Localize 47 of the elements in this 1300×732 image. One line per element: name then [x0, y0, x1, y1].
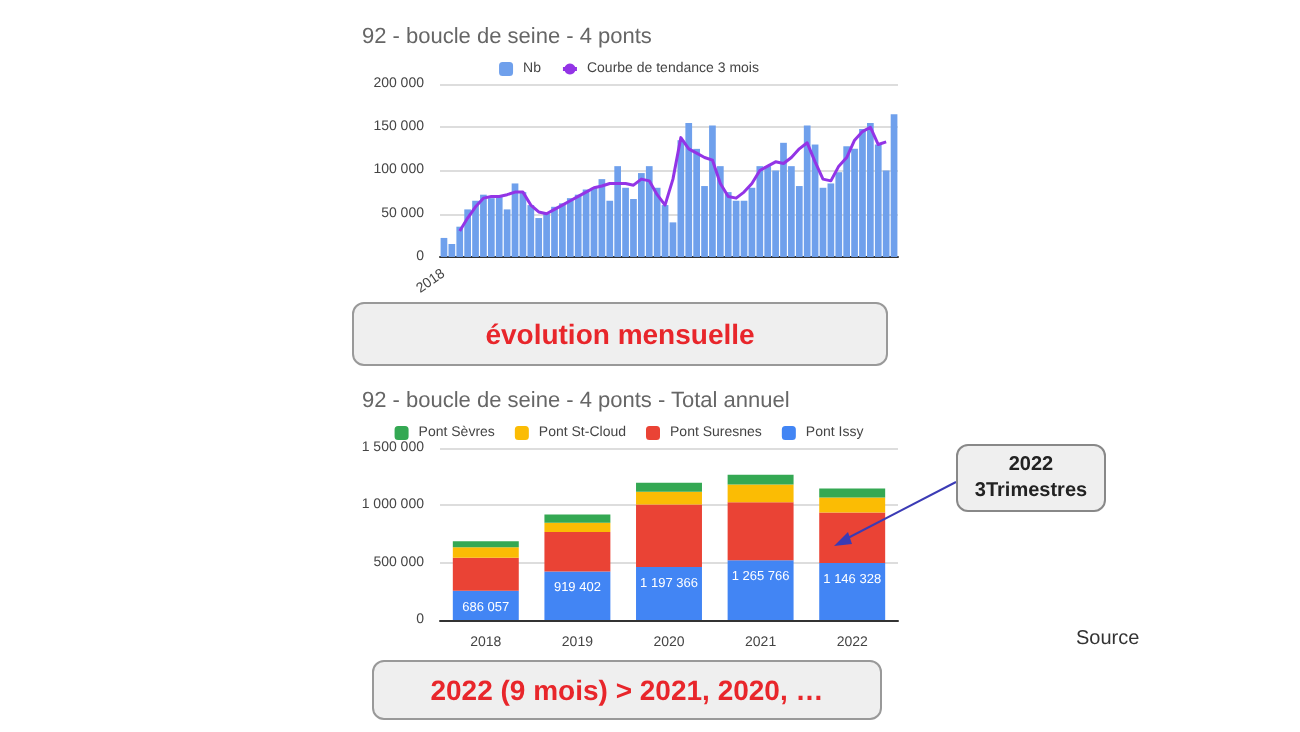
bar	[764, 166, 772, 257]
bar	[544, 514, 611, 523]
bar	[819, 497, 886, 513]
text: évolution mensuelle	[352, 302, 888, 366]
bar	[559, 203, 566, 257]
bar	[727, 484, 794, 503]
bar	[709, 125, 716, 257]
bar	[645, 166, 653, 257]
bar	[636, 566, 702, 620]
chart-title: 92 - boucle de seine - 4 ponts - Total annuel	[362, 389, 790, 413]
bar	[890, 114, 898, 257]
bar	[843, 146, 851, 257]
bar	[727, 474, 794, 485]
bar	[544, 571, 611, 620]
bar	[727, 502, 794, 561]
bar	[544, 531, 611, 572]
bar	[756, 166, 764, 257]
bar	[780, 142, 787, 257]
bar	[803, 125, 811, 257]
bar	[495, 196, 503, 257]
bar	[452, 557, 519, 591]
line-series	[458, 125, 888, 233]
bar	[859, 128, 866, 257]
bar	[543, 213, 550, 257]
bar	[819, 512, 886, 564]
bar	[636, 491, 702, 505]
chart-title: 92 - boucle de seine - 4 ponts	[362, 25, 653, 49]
bar	[452, 547, 519, 558]
bar	[487, 198, 495, 257]
bar	[614, 166, 622, 257]
bar	[685, 122, 693, 257]
text: 2022 3Trimestres	[956, 444, 1106, 512]
bar	[636, 482, 702, 492]
bar	[551, 206, 558, 257]
text: Source	[1076, 625, 1142, 652]
bar	[566, 198, 574, 257]
bar	[574, 194, 582, 257]
bar	[472, 200, 479, 257]
bar	[638, 173, 645, 257]
bar	[727, 560, 794, 620]
text: 2022 (9 mois) > 2021, 2020, …	[372, 660, 882, 720]
bar	[480, 194, 487, 257]
bar	[819, 563, 886, 620]
bar	[452, 541, 519, 548]
bar	[636, 504, 702, 567]
bar	[544, 522, 611, 532]
bar	[867, 122, 874, 257]
